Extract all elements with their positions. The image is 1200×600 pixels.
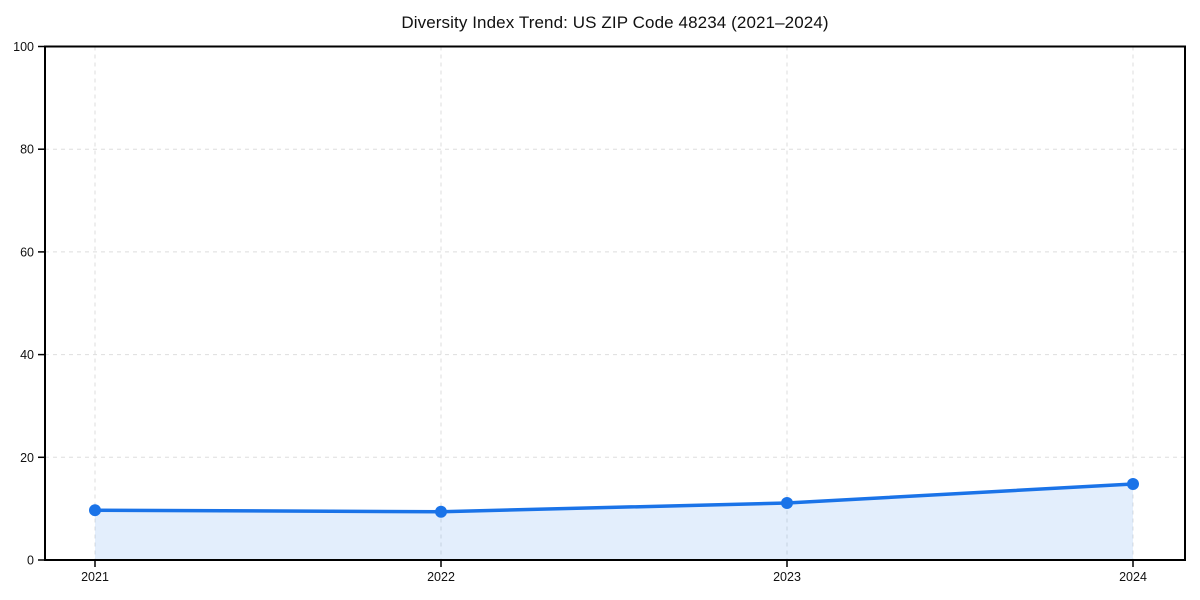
y-tick-label: 80	[20, 143, 34, 157]
data-point	[781, 497, 793, 510]
y-tick-label: 60	[20, 245, 34, 259]
area-fill	[95, 484, 1133, 560]
data-point	[89, 504, 101, 517]
trend-line	[93, 482, 1135, 514]
x-tick-label: 2023	[773, 570, 801, 584]
chart-title: Diversity Index Trend: US ZIP Code 48234…	[401, 13, 829, 32]
y-tick-label: 40	[20, 348, 34, 362]
plot-box-spines	[44, 45, 1186, 561]
x-tick-label: 2024	[1119, 570, 1147, 584]
data-point	[1127, 478, 1139, 491]
y-tick-label: 20	[20, 451, 34, 465]
data-point	[435, 505, 447, 518]
y-tick-label: 100	[13, 40, 34, 54]
x-tick-label: 2022	[427, 570, 455, 584]
x-tick-label: 2021	[81, 570, 109, 584]
y-tick-label: 0	[27, 554, 34, 568]
